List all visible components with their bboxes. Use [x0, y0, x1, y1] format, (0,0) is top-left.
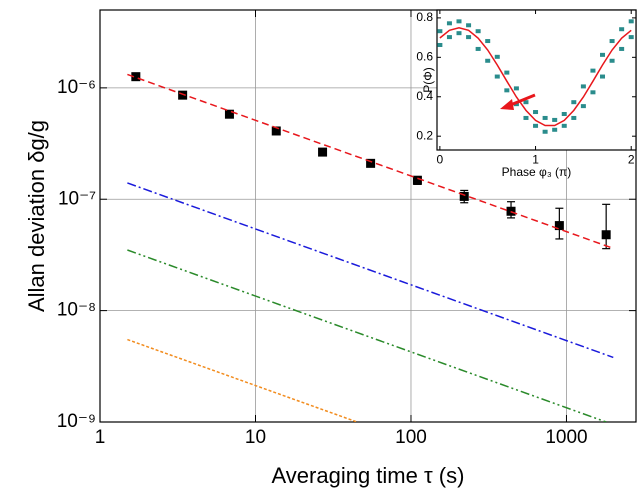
data-point: [601, 230, 611, 240]
data-point: [590, 90, 596, 95]
x-tick-label: 100: [395, 427, 427, 448]
x-tick-label: 2: [628, 152, 635, 166]
data-point: [485, 39, 491, 44]
y-tick-label: 0.2: [416, 128, 433, 142]
data-point: [571, 115, 577, 120]
data-point: [412, 175, 422, 185]
data-point: [437, 29, 443, 34]
fit-line: [127, 73, 614, 250]
data-point: [366, 158, 376, 168]
data-point: [466, 35, 472, 40]
x-tick-label: 0: [437, 152, 444, 166]
x-tick-label: 10: [245, 427, 266, 448]
data-point: [271, 126, 281, 136]
fit-line: [127, 182, 614, 359]
y-tick-label: 0.6: [416, 49, 433, 63]
data-point: [459, 191, 469, 201]
data-point: [513, 86, 519, 91]
y-tick-label: 0.8: [416, 10, 433, 24]
data-point: [456, 19, 462, 24]
data-point: [561, 123, 567, 128]
data-point: [494, 74, 500, 79]
data-point: [504, 70, 510, 75]
data-point: [590, 68, 596, 73]
data-point: [475, 46, 481, 51]
plot-frame: [99, 9, 637, 423]
data-point: [446, 35, 452, 40]
data-point: [466, 23, 472, 28]
data-point: [600, 52, 606, 57]
data-point: [533, 110, 539, 115]
data-point: [619, 46, 625, 51]
x-tick-label: 1000: [545, 427, 587, 448]
data-point: [609, 58, 615, 63]
x-tick-label: 1: [95, 427, 106, 448]
fit-line: [127, 249, 607, 422]
data-point: [523, 100, 529, 105]
y-axis-label: Allan deviation δg/g: [24, 120, 49, 312]
arrow-head: [500, 99, 514, 110]
data-point: [542, 115, 548, 120]
data-point: [542, 129, 548, 134]
data-point: [446, 21, 452, 26]
data-point: [178, 90, 188, 100]
y-axis-label: P(Φ): [421, 67, 435, 93]
data-point: [580, 104, 586, 109]
data-point: [456, 31, 462, 36]
data-point: [475, 29, 481, 34]
data-point: [533, 123, 539, 128]
x-axis-label: Averaging time τ (s): [272, 463, 465, 488]
data-point: [628, 19, 634, 24]
data-point: [523, 115, 529, 120]
y-tick-label: 10⁻⁸: [57, 300, 96, 321]
data-point: [437, 42, 443, 47]
data-point: [318, 147, 328, 157]
data-point: [224, 109, 234, 119]
x-axis-label: Phase φ₃ (π): [502, 165, 572, 179]
data-point: [628, 35, 634, 40]
data-point: [554, 221, 564, 231]
data-point: [600, 74, 606, 79]
data-point: [609, 39, 615, 44]
inset-background: [437, 10, 636, 150]
data-point: [552, 117, 558, 122]
y-tick-label: 10⁻⁷: [58, 188, 96, 209]
x-tick-label: 1: [532, 152, 539, 166]
data-point: [619, 27, 625, 32]
plot-frame: [436, 9, 637, 151]
data-point: [571, 100, 577, 105]
y-tick-label: 0.4: [416, 89, 433, 103]
y-tick-label: 10⁻⁶: [57, 77, 96, 98]
data-point: [561, 112, 567, 117]
data-point: [504, 88, 510, 93]
data-point: [552, 127, 558, 132]
fit-line: [127, 338, 358, 422]
data-point: [494, 54, 500, 59]
y-tick-label: 10⁻⁹: [57, 411, 96, 432]
fit-line: [439, 26, 632, 127]
data-point: [580, 84, 586, 89]
data-point: [485, 58, 491, 63]
data-point: [131, 72, 141, 82]
